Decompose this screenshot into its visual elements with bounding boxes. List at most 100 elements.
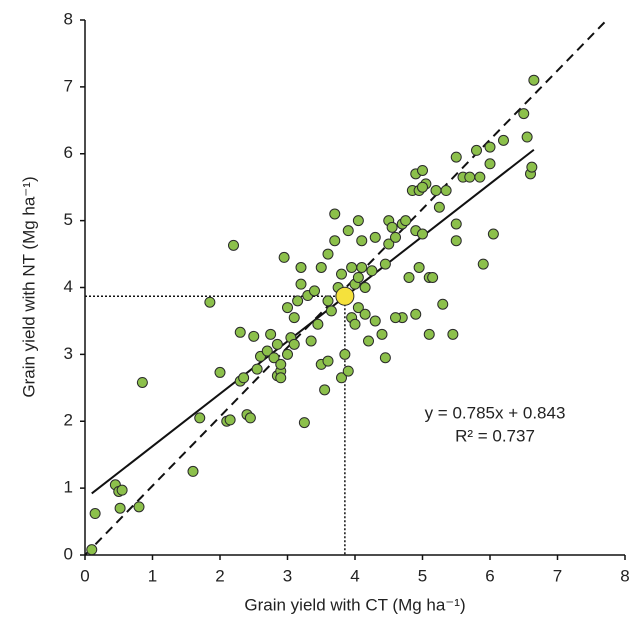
r-squared: R² = 0.737 [455,426,535,445]
point [288,338,300,350]
point [356,261,368,273]
point [234,326,246,338]
point [359,308,371,320]
equation: y = 0.785x + 0.843 [425,403,566,422]
y-tick-label: 1 [64,478,73,497]
point [464,171,476,183]
x-tick-label: 1 [148,566,157,585]
point [278,251,290,263]
y-axis-title: Grain yield with NT (Mg ha⁻¹) [19,176,38,397]
point [89,508,101,520]
x-axis-title: Grain yield with CT (Mg ha⁻¹) [244,595,465,614]
y-tick-label: 7 [64,76,73,95]
point [275,358,287,370]
point [228,239,239,251]
point [369,315,381,327]
one-to-one-line [84,19,608,556]
point [430,185,442,197]
point [521,131,533,143]
point [322,295,334,307]
point [261,345,273,357]
point [136,376,148,388]
point [187,465,199,477]
point [477,258,489,270]
point [116,484,128,496]
point [342,365,354,377]
point [487,228,499,240]
point [366,265,378,277]
point [518,108,530,120]
point [450,235,462,247]
point [329,208,341,220]
point [275,372,287,384]
point [528,74,540,86]
point [379,258,391,270]
point [413,261,425,273]
point [346,261,358,273]
point [282,348,293,360]
y-tick-label: 2 [64,411,73,430]
point [298,417,310,429]
point [319,384,331,396]
regression-line [91,148,535,495]
x-tick-label: 2 [215,566,224,585]
point [440,185,452,197]
y-tick-label: 3 [64,344,73,363]
point [383,238,395,250]
x-tick-label: 7 [553,566,562,585]
point [214,366,226,378]
point [417,228,428,240]
point [450,151,462,163]
point [271,338,283,350]
y-tick-label: 0 [64,544,73,563]
point [329,235,341,247]
point [356,235,368,247]
point [433,201,445,213]
point [194,412,206,424]
point [292,295,304,307]
point [352,302,364,314]
y-tick-label: 5 [64,210,73,229]
point [471,144,482,156]
point [251,363,263,375]
point [204,296,216,308]
point [410,308,422,320]
point [417,181,428,193]
point [474,171,486,183]
point [312,318,324,330]
point [339,348,351,360]
point [363,335,374,347]
point [295,261,307,273]
point [484,158,496,170]
point [114,502,126,514]
point [288,312,300,324]
point [322,355,334,367]
point [447,328,459,340]
x-tick-label: 0 [80,566,89,585]
point [322,248,334,260]
point [238,372,250,384]
point [244,412,256,424]
point [400,215,412,227]
point [336,268,347,280]
point [133,501,145,513]
y-tick-label: 8 [64,9,73,28]
point [379,352,391,364]
point [484,141,496,153]
point [450,218,462,230]
point [403,271,415,283]
point [498,134,509,146]
point [390,231,401,243]
point [305,335,317,347]
point [427,271,439,283]
point [325,305,337,317]
point [268,352,280,364]
x-tick-label: 3 [283,566,292,585]
point [390,312,401,324]
x-tick-label: 5 [418,566,427,585]
point [86,544,98,556]
point [309,285,320,297]
x-tick-label: 8 [620,566,629,585]
point [417,164,428,176]
point [376,328,388,340]
